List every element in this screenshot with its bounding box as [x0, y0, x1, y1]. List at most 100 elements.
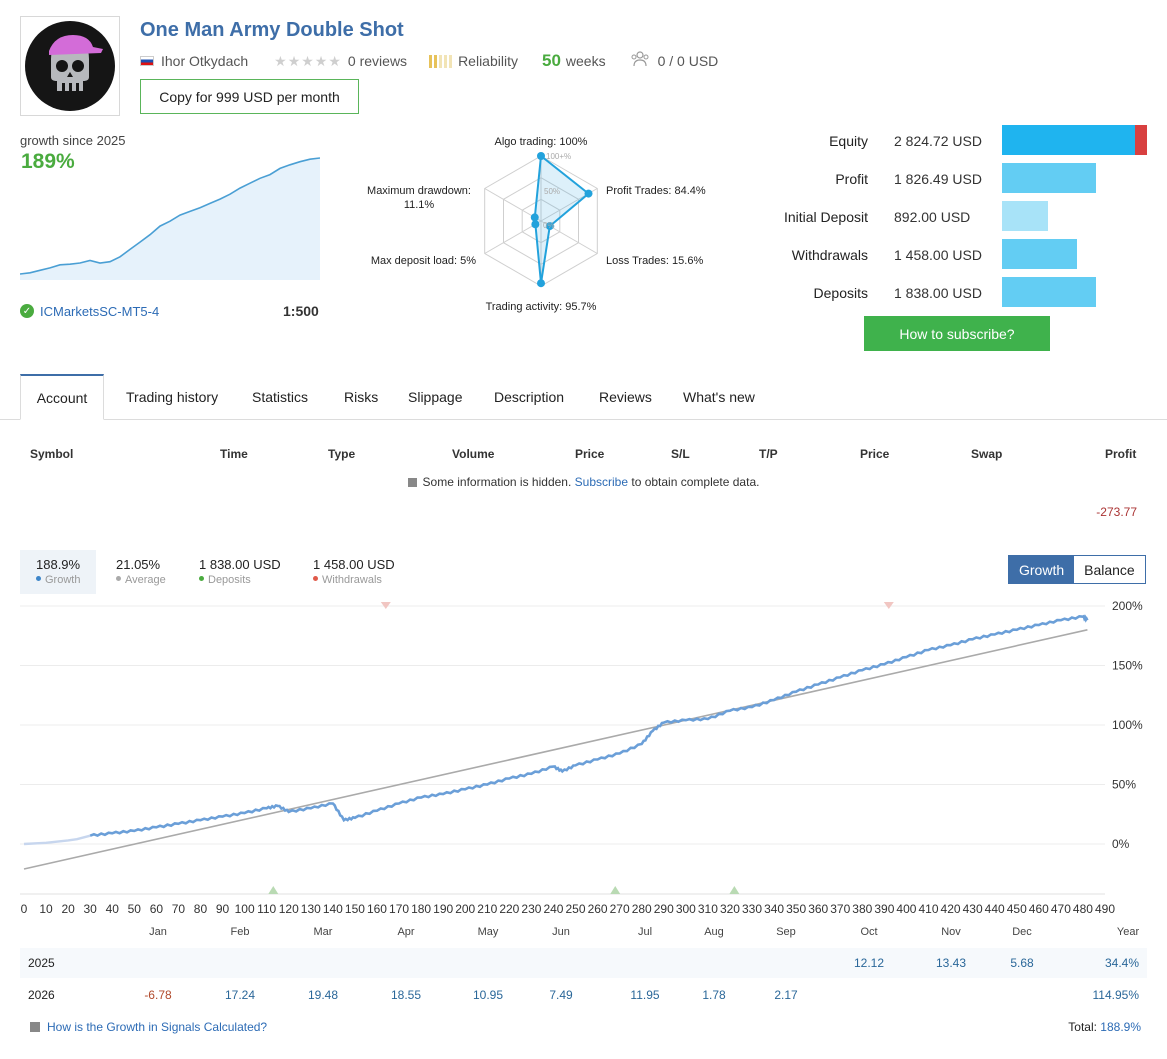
tab-statistics[interactable]: Statistics [252, 389, 309, 405]
col-profit[interactable]: Profit [1105, 447, 1137, 461]
growth-chart: 200% 150% 100% 50% 0% 0 10 20 30 40 50 60 70 80 90 100… [20, 599, 1143, 916]
monthly-value: 11.95 [630, 988, 660, 1002]
x-tick-label: 60 [150, 902, 164, 916]
growth-dot-icon [36, 576, 41, 581]
radar-drawdown-value: 11.1% [404, 199, 435, 211]
average-dot-icon [116, 576, 121, 581]
col-swap[interactable]: Swap [971, 447, 1003, 461]
rating-stars-icon: ★★★★★ [274, 52, 342, 69]
tab-account[interactable]: Account [20, 374, 104, 420]
balance-bar [1002, 125, 1147, 155]
withdrawal-marker [380, 602, 391, 609]
total-value: 188.9% [1100, 1020, 1141, 1034]
balance-label: Deposits [813, 285, 868, 301]
tab-risks[interactable]: Risks [344, 389, 379, 405]
summary-withdrawals[interactable]: 1 458.00 USD Withdrawals [297, 550, 411, 594]
growth-toggle-button[interactable]: Growth [1009, 556, 1075, 583]
x-tick-label: 470 [1051, 902, 1071, 916]
server-name[interactable]: ICMarketsSC-MT5-4 [40, 303, 160, 319]
month-header: Feb [230, 926, 250, 938]
col-type[interactable]: Type [328, 447, 356, 461]
x-tick-label: 350 [786, 902, 806, 916]
broker-server[interactable]: ✓ ICMarketsSC-MT5-4 [20, 303, 159, 319]
col-volume[interactable]: Volume [452, 447, 495, 461]
radar-algo-label: Algo trading: 100% [495, 136, 588, 148]
col-time[interactable]: Time [220, 447, 248, 461]
balance-label: Profit [835, 171, 868, 187]
verified-check-icon: ✓ [20, 304, 34, 318]
radar-point [531, 220, 540, 229]
tab-reviews[interactable]: Reviews [599, 389, 652, 405]
x-tick-label: 230 [521, 902, 541, 916]
x-tick-label: 160 [367, 902, 387, 916]
col-sl[interactable]: S/L [671, 447, 690, 461]
reliability-bars-icon [429, 54, 453, 68]
x-tick-label: 430 [963, 902, 983, 916]
radar-point [537, 152, 545, 160]
tab-trading-history[interactable]: Trading history [126, 389, 219, 405]
radar-ring-100: 100+% [546, 152, 571, 161]
tab-description[interactable]: Description [494, 389, 565, 405]
summary-growth-value: 188.9% [36, 557, 81, 572]
signal-title[interactable]: One Man Army Double Shot [140, 19, 404, 41]
average-trend-line [23, 629, 1088, 870]
x-tick-label: 260 [588, 902, 608, 916]
summary-deposits[interactable]: 1 838.00 USD Deposits [183, 550, 297, 594]
reviews-count[interactable]: 0 reviews [347, 53, 408, 69]
subscribers-icon [630, 50, 650, 73]
col-price-close[interactable]: Price [860, 447, 890, 461]
x-tick-label: 80 [194, 902, 208, 916]
monthly-row: 2025 12.12 13.43 5.68 34.4% [20, 948, 1147, 978]
growth-calc-link[interactable]: How is the Growth in Signals Calculated? [30, 1020, 267, 1034]
risk-radar-chart: 100+% 50% 0% Algo trading: 100% Profit T… [367, 136, 706, 313]
tab-whats-new[interactable]: What's new [683, 389, 755, 405]
x-tick-label: 200 [455, 902, 475, 916]
summary-deposits-label: Deposits [208, 574, 251, 586]
monthly-value: 7.49 [549, 988, 573, 1002]
radar-point [537, 279, 545, 288]
monthly-value: 5.68 [1010, 956, 1034, 970]
how-to-subscribe-button[interactable]: How to subscribe? [864, 316, 1050, 351]
tab-slippage[interactable]: Slippage [408, 389, 463, 405]
balance-toggle-button[interactable]: Balance [1074, 556, 1145, 583]
summary-average-value: 21.05% [116, 557, 161, 572]
monthly-value: 13.43 [935, 956, 967, 970]
summary-average[interactable]: 21.05% Average [100, 550, 182, 594]
summary-growth-label: Growth [45, 574, 81, 586]
summary-withdrawals-value: 1 458.00 USD [313, 557, 395, 572]
col-symbol[interactable]: Symbol [30, 447, 74, 461]
x-tick-label: 140 [323, 902, 343, 916]
monthly-year-total: 114.95% [1092, 988, 1139, 1002]
x-tick-label: 400 [896, 902, 916, 916]
monthly-value: 17.24 [224, 988, 256, 1002]
deposits-dot-icon [199, 576, 204, 581]
withdrawals-dot-icon [313, 576, 318, 581]
growth-total: Total: 188.9% [1068, 1020, 1141, 1034]
growth-calc-link-text[interactable]: How is the Growth in Signals Calculated? [47, 1020, 268, 1034]
x-tick-label: 380 [852, 902, 872, 916]
radar-load-label: Max deposit load: 5% [371, 255, 476, 267]
subscribe-link[interactable]: Subscribe [574, 475, 629, 489]
x-tick-label: 220 [499, 902, 519, 916]
col-tp[interactable]: T/P [759, 447, 778, 461]
lock-icon [407, 478, 417, 487]
x-tick-label: 490 [1095, 902, 1115, 916]
summary-average-label: Average [125, 574, 166, 586]
x-tick-label: 330 [742, 902, 762, 916]
author-name[interactable]: Ihor Otkydach [161, 53, 249, 69]
balance-label: Withdrawals [791, 247, 868, 263]
summary-growth[interactable]: 188.9% Growth [20, 550, 97, 594]
growth-value: 189% [21, 150, 75, 173]
hidden-info-notice: Some information is hidden. Subscribe to… [0, 475, 1167, 489]
month-header: Jan [149, 926, 167, 938]
deposit-marker [610, 886, 621, 894]
x-tick-label: 340 [764, 902, 784, 916]
signal-meta: Ihor Otkydach ★★★★★ 0 reviews Reliabilit… [140, 50, 718, 73]
x-tick-label: 50 [128, 902, 142, 916]
radar-point [545, 222, 554, 231]
copy-subscription-button[interactable]: Copy for 999 USD per month [140, 79, 359, 114]
col-price-open[interactable]: Price [575, 447, 605, 461]
growth-since-label: growth since 2025 [20, 133, 126, 148]
balance-bar [1002, 239, 1077, 269]
balance-bar [1002, 163, 1096, 193]
